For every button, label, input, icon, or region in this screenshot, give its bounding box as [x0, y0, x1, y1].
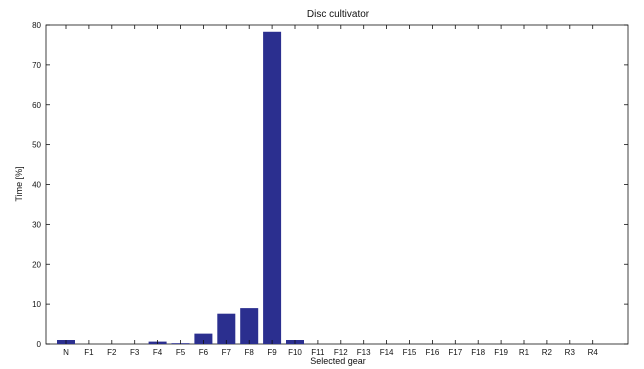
x-tick-label: F17: [448, 348, 462, 357]
bar: [263, 31, 282, 345]
x-tick-label: F12: [334, 348, 348, 357]
y-tick-label: 60: [32, 101, 41, 110]
x-axis: N F1 F2 F3 F4 F5 F6 F7 F8 F9 F10 F11 F12 F13 F14 F15 F16…: [63, 25, 598, 357]
x-tick-label: F10: [288, 348, 302, 357]
bars-group: [57, 31, 304, 345]
x-tick-label: F9: [267, 348, 277, 357]
x-tick-label: F14: [380, 348, 394, 357]
x-tick-label: F7: [222, 348, 232, 357]
x-tick-label: F16: [426, 348, 440, 357]
y-tick-label: 40: [32, 181, 41, 190]
x-tick-label: R2: [542, 348, 553, 357]
bar: [194, 333, 213, 344]
x-tick-label: F4: [153, 348, 163, 357]
x-tick-label: R3: [565, 348, 576, 357]
x-tick-label: F13: [357, 348, 371, 357]
plot-area: [45, 24, 629, 345]
y-tick-label: 0: [37, 340, 42, 349]
x-tick-label: F2: [107, 348, 117, 357]
x-tick-label: F8: [245, 348, 255, 357]
x-tick-label: F6: [199, 348, 209, 357]
x-tick-label: F1: [84, 348, 94, 357]
y-tick-label: 20: [32, 260, 41, 269]
bar: [217, 313, 236, 344]
x-tick-label: N: [63, 348, 69, 357]
x-tick-label: F3: [130, 348, 140, 357]
x-tick-label: F19: [494, 348, 508, 357]
y-tick-label: 10: [32, 300, 41, 309]
x-tick-label: F18: [471, 348, 485, 357]
y-tick-label: 50: [32, 141, 41, 150]
bar: [240, 308, 259, 344]
y-axis-title: Time [%]: [14, 166, 24, 201]
chart-title: Disc cultivator: [307, 9, 370, 20]
y-tick-label: 70: [32, 61, 41, 70]
x-tick-label: F11: [311, 348, 325, 357]
y-tick-label: 30: [32, 220, 41, 229]
x-tick-label: R1: [519, 348, 530, 357]
y-axis: 0 10 20 30 40 50 60 70 80: [32, 21, 628, 349]
x-tick-label: R4: [588, 348, 599, 357]
x-tick-label: F5: [176, 348, 186, 357]
x-axis-title: Selected gear: [310, 356, 366, 366]
x-tick-label: F15: [403, 348, 417, 357]
y-tick-label: 80: [32, 21, 41, 30]
